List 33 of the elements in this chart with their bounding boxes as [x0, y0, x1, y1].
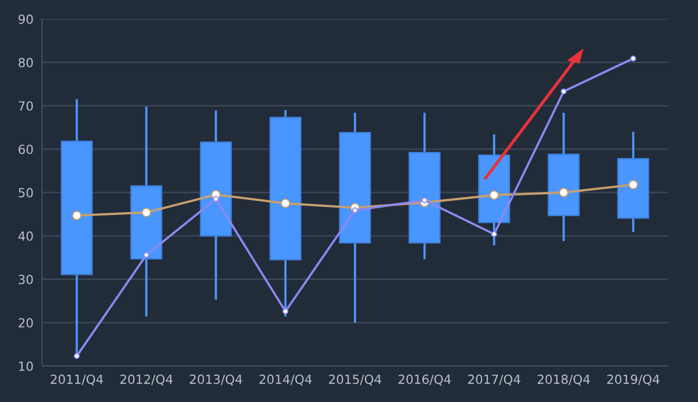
x-tick-label: 2015/Q4 [329, 374, 382, 386]
point [489, 190, 499, 200]
x-tick-label: 2018/Q4 [538, 374, 590, 386]
y-tick-label: 50 [18, 188, 33, 198]
point [143, 252, 150, 258]
x-tick-label: 2017/Q4 [468, 374, 520, 386]
point [282, 308, 288, 314]
x-tick-label: 2016/Q4 [398, 374, 451, 386]
point [72, 210, 82, 220]
y-tick-label: 60 [18, 144, 33, 154]
x-tick-label: 2011/Q4 [50, 374, 103, 386]
point [74, 353, 80, 360]
point [280, 198, 290, 208]
y-tick-label: 20 [18, 318, 33, 328]
y-tick-label: 70 [18, 101, 33, 111]
point [558, 188, 568, 198]
point [352, 207, 358, 214]
point [630, 55, 636, 62]
point [491, 231, 498, 238]
x-tick-label: 2014/Q4 [259, 374, 312, 386]
y-tick-label: 80 [18, 58, 33, 68]
y-tick-label: 30 [18, 274, 33, 284]
point [142, 208, 152, 218]
point [212, 196, 219, 202]
point [422, 197, 428, 204]
point [560, 88, 567, 94]
y-tick-label: 90 [18, 14, 33, 24]
x-tick-label: 2012/Q4 [120, 374, 173, 386]
x-tick-label: 2019/Q4 [607, 374, 660, 386]
x-tick-label: 2013/Q4 [190, 374, 242, 386]
point [628, 180, 638, 190]
y-tick-label: 40 [18, 231, 33, 241]
y-tick-label: 10 [19, 361, 33, 371]
